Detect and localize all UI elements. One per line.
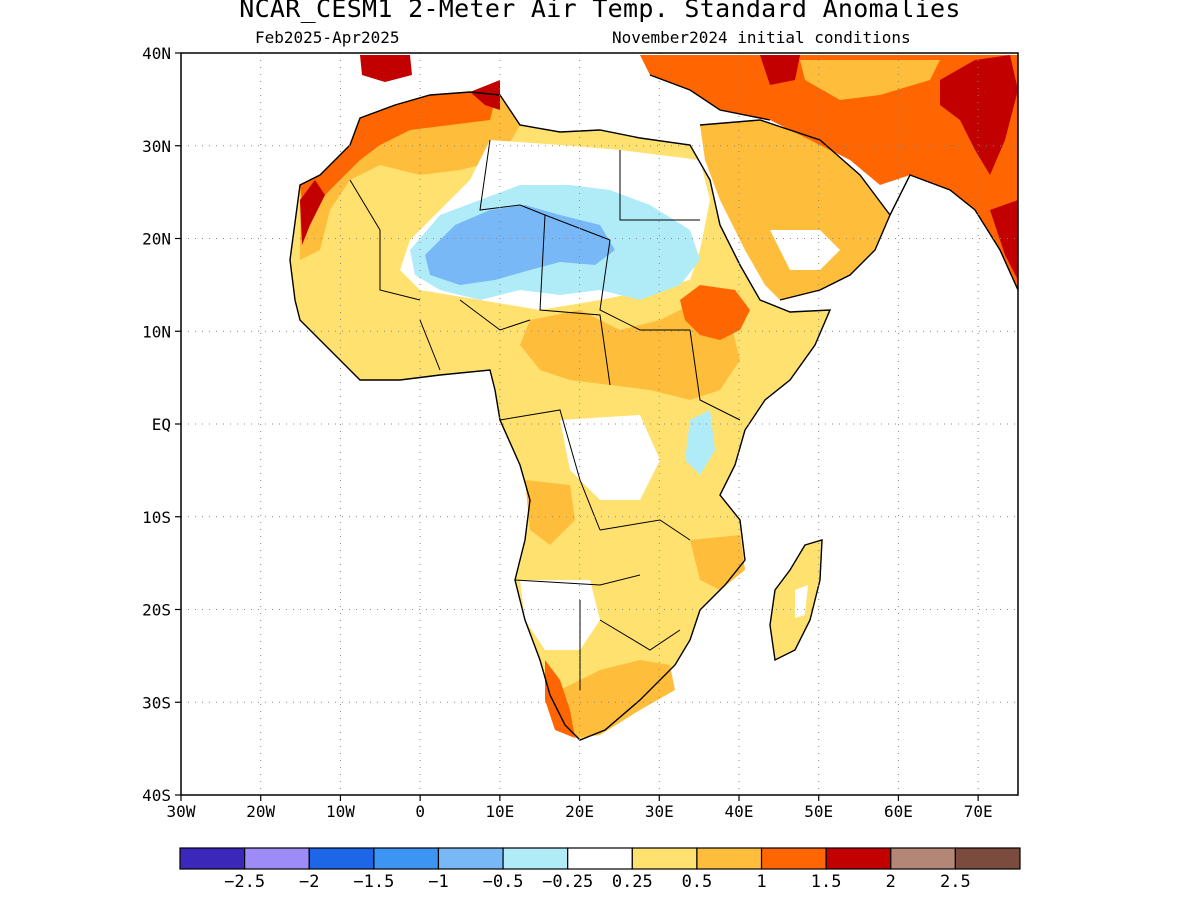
colorbar-labels: −2.5 −2 −1.5 −1 −0.5 −0.25 0.25 0.5 1 1.5 2 2.5: [224, 872, 971, 892]
colorbar-label: 1.5: [811, 872, 842, 892]
colorbar-swatch: [696, 847, 763, 870]
anomaly-nw-1p5: [300, 92, 495, 230]
lon-label: 20E: [565, 802, 594, 821]
longitude-labels: 30W 20W 10W 0 10E 20E 30E 40E 50E 60E 70E: [167, 795, 993, 821]
lon-label: 70E: [964, 802, 993, 821]
lon-label: 30E: [645, 802, 674, 821]
lat-label: 30N: [142, 137, 171, 156]
colorbar: [179, 847, 1021, 870]
colorbar-label: −1: [428, 872, 448, 892]
colorbar-label: 2.5: [940, 872, 971, 892]
colorbar-swatch: [631, 847, 698, 870]
coastlines: [289, 74, 1018, 741]
initial-conditions: November2024 initial conditions: [612, 28, 911, 47]
forecast-period: Feb2025-Apr2025: [255, 28, 400, 47]
colorbar-swatch: [308, 847, 375, 870]
lon-label: 40E: [725, 802, 754, 821]
colorbar-swatch: [890, 847, 956, 870]
colorbar-label: −2: [299, 872, 319, 892]
anomaly-central-1p0: [520, 300, 740, 400]
lat-label: 40S: [142, 786, 171, 805]
anomaly-nw-2p0: [300, 180, 325, 245]
colorbar-label: 0.5: [682, 872, 713, 892]
anomaly-congo-neutral: [560, 415, 660, 500]
lon-label: 10W: [326, 802, 355, 821]
asia-landmass: [640, 55, 1018, 290]
lat-label: 10N: [142, 322, 171, 341]
lat-label: 40N: [142, 44, 171, 63]
colorbar-label: −0.5: [483, 872, 524, 892]
anomaly-southafrica-1p0: [560, 660, 675, 738]
colorbar-label: 2: [886, 872, 896, 892]
anomaly-india-2p0: [990, 200, 1018, 280]
lon-label: 30W: [167, 802, 196, 821]
colorbar-label: −1.5: [353, 872, 394, 892]
colorbar-label: 1: [756, 872, 766, 892]
lat-label: EQ: [152, 415, 171, 434]
colorbar-label: −2.5: [224, 872, 265, 892]
lat-label: 20S: [142, 601, 171, 620]
anomaly-mediterranean-2p0: [360, 55, 412, 82]
colorbar-swatch: [567, 847, 633, 870]
figure-title: NCAR_CESM1 2-Meter Air Temp. Standard An…: [239, 0, 961, 23]
anomaly-caucasus-2p0: [760, 55, 800, 85]
colorbar-swatch: [244, 847, 310, 870]
lon-label: 60E: [884, 802, 913, 821]
colorbar-swatch: [954, 847, 1021, 870]
anomaly-southafrica-1p5: [545, 660, 575, 738]
arabia-landmass: [700, 120, 890, 300]
anomaly-angola-1p0: [525, 480, 575, 545]
colorbar-swatch: [437, 847, 504, 870]
lon-label: 0: [415, 802, 425, 821]
anomaly-eastafrica-neg025: [685, 410, 715, 475]
lat-label: 30S: [142, 693, 171, 712]
colorbar-label: −0.25: [542, 872, 593, 892]
colorbar-swatch: [502, 847, 569, 870]
country-borders: [349, 139, 741, 690]
anomaly-libya-2p0: [470, 80, 500, 110]
anomaly-arabia-neutral: [770, 230, 840, 270]
anomaly-ethiopia-1p5: [680, 285, 750, 340]
colorbar-swatch: [825, 847, 892, 870]
anomaly-sahara-neg05: [425, 205, 615, 285]
colorbar-swatch: [373, 847, 440, 870]
lat-label: 10S: [142, 508, 171, 527]
anomaly-iran-2p0: [940, 55, 1018, 175]
lon-label: 10E: [485, 802, 514, 821]
colorbar-swatch: [179, 847, 246, 870]
colorbar-swatch: [760, 847, 827, 870]
lon-label: 20W: [246, 802, 275, 821]
lon-label: 50E: [804, 802, 833, 821]
graticule: [181, 53, 1018, 795]
anomaly-asia-1p0: [800, 60, 940, 100]
colorbar-label: 0.25: [612, 872, 653, 892]
lat-label: 20N: [142, 230, 171, 249]
latitude-labels: 40N 30N 20N 10N EQ 10S 20S 30S 40S: [142, 44, 181, 805]
